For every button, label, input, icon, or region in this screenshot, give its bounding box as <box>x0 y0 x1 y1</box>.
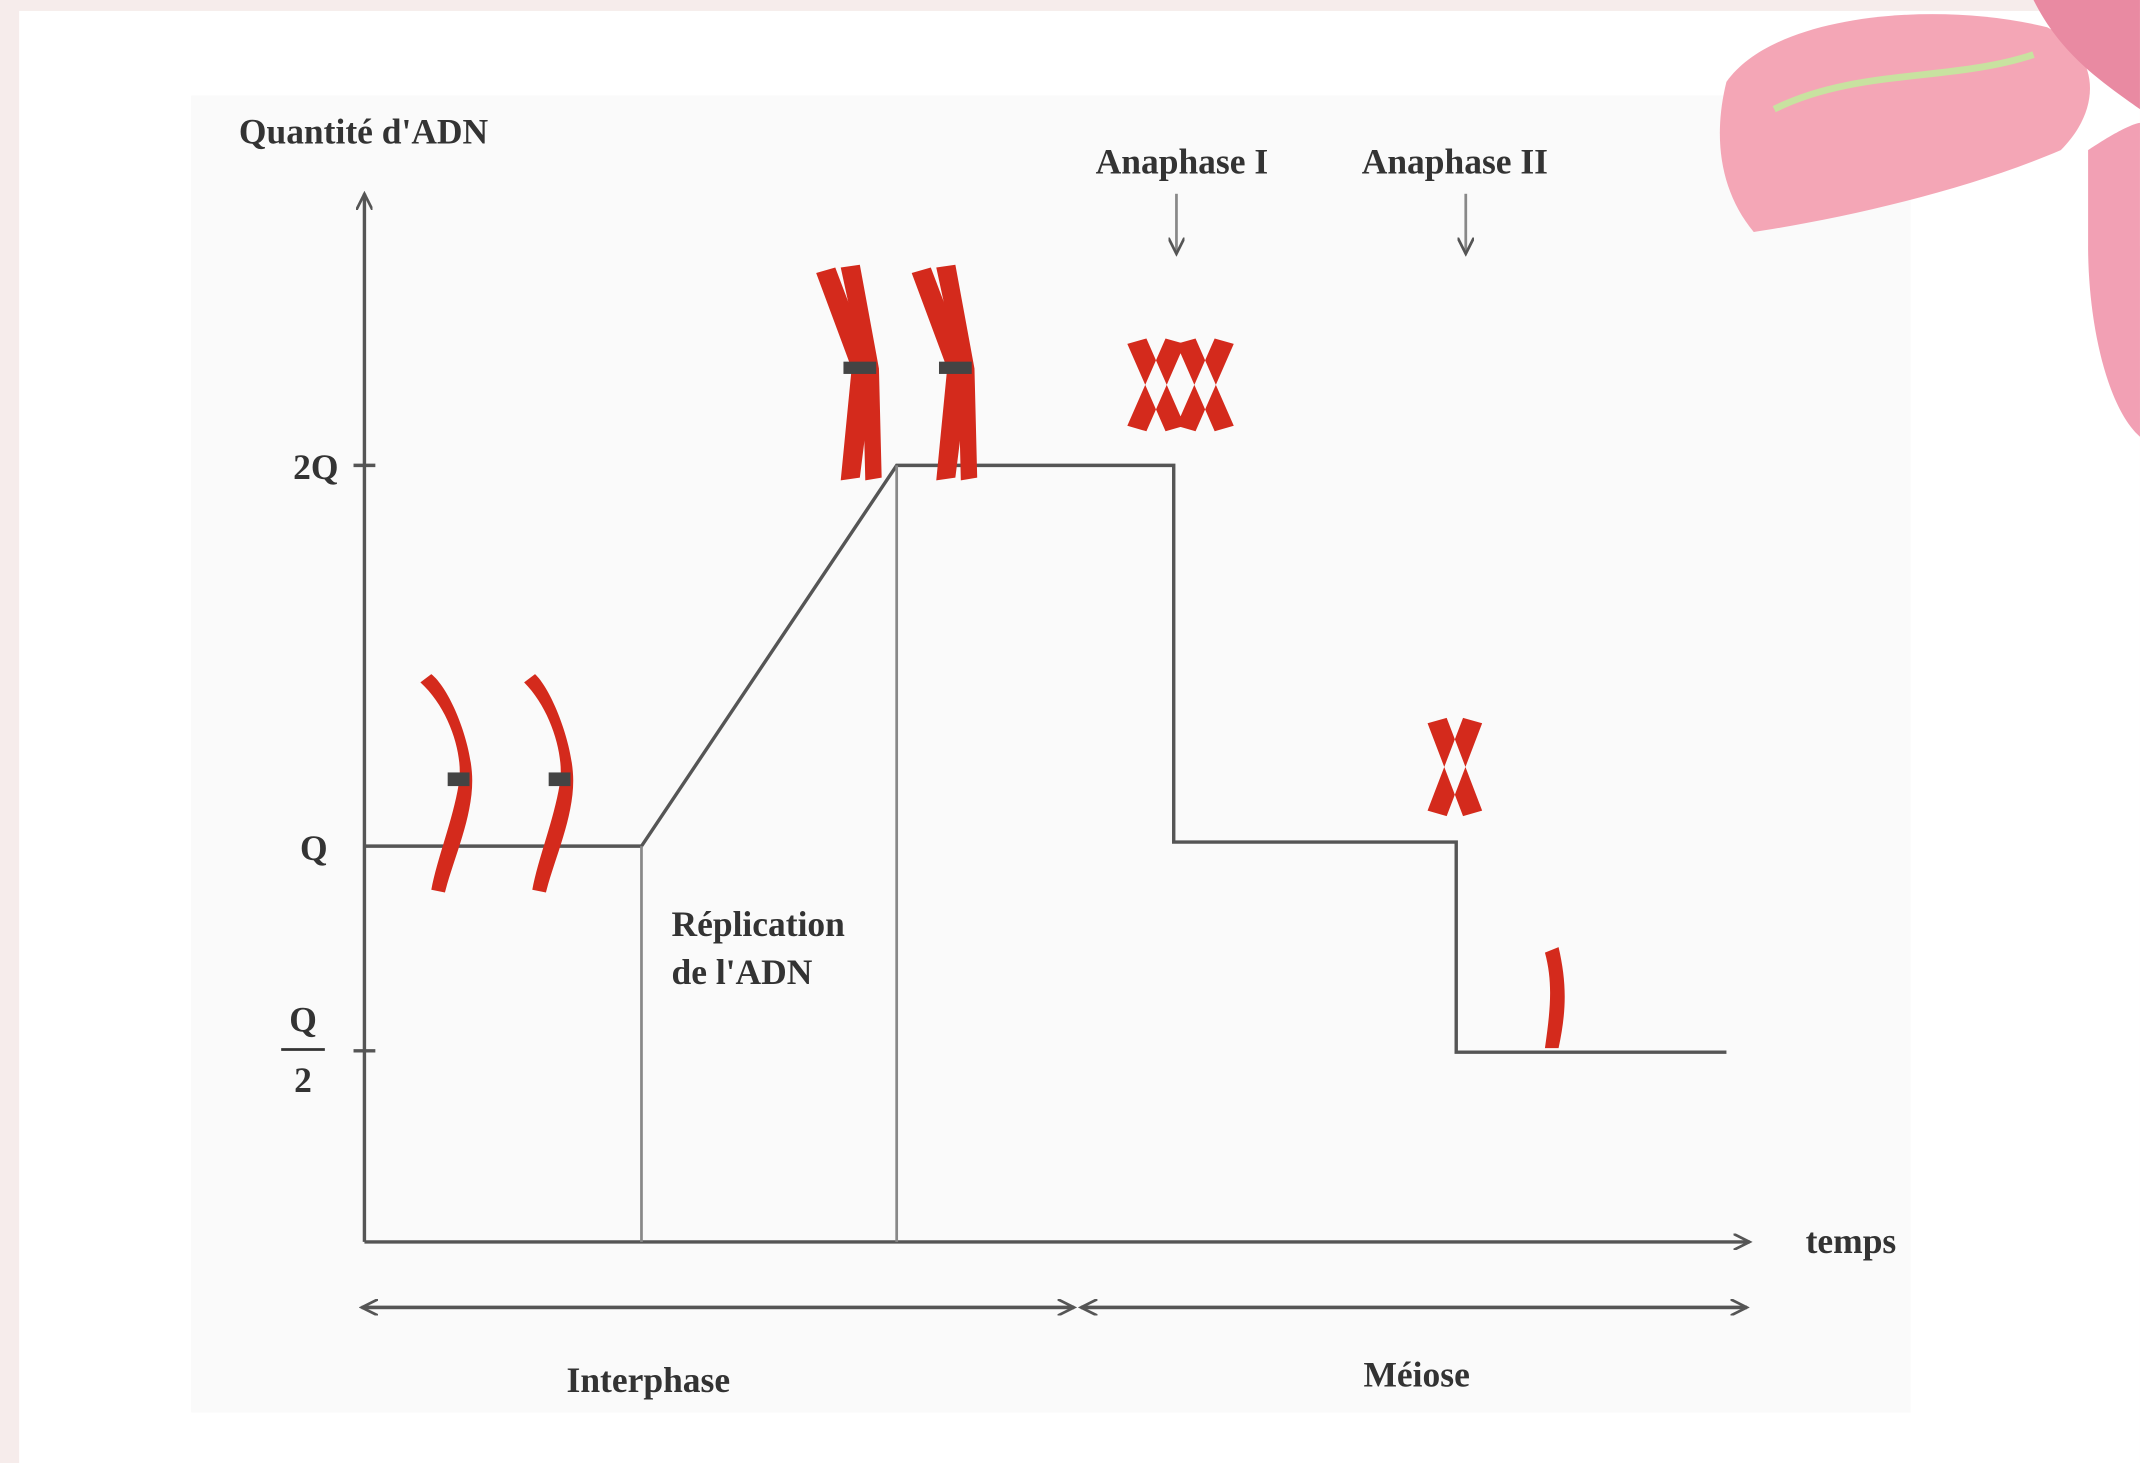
annotation: Réplication <box>671 904 845 944</box>
annotation: Anaphase I <box>1096 141 1268 181</box>
annotation: de l'ADN <box>671 952 812 992</box>
chromosomes <box>420 264 1565 1049</box>
x-axis-label: temps <box>1806 1221 1897 1261</box>
tick-label: Q <box>289 1000 317 1040</box>
tick-label: Q <box>300 828 328 868</box>
tick-label: 2 <box>294 1060 312 1100</box>
annotation: Anaphase II <box>1362 141 1548 181</box>
bow-decoration <box>1719 0 2140 437</box>
y-axis-label: Quantité d'ADN <box>239 111 489 151</box>
tick-label: 2Q <box>293 447 338 487</box>
centromeres <box>447 361 972 787</box>
dna-curve <box>364 463 1727 1054</box>
phase-label: Interphase <box>567 1360 731 1400</box>
phase-label: Méiose <box>1363 1355 1469 1395</box>
figure-area <box>191 95 1911 1413</box>
